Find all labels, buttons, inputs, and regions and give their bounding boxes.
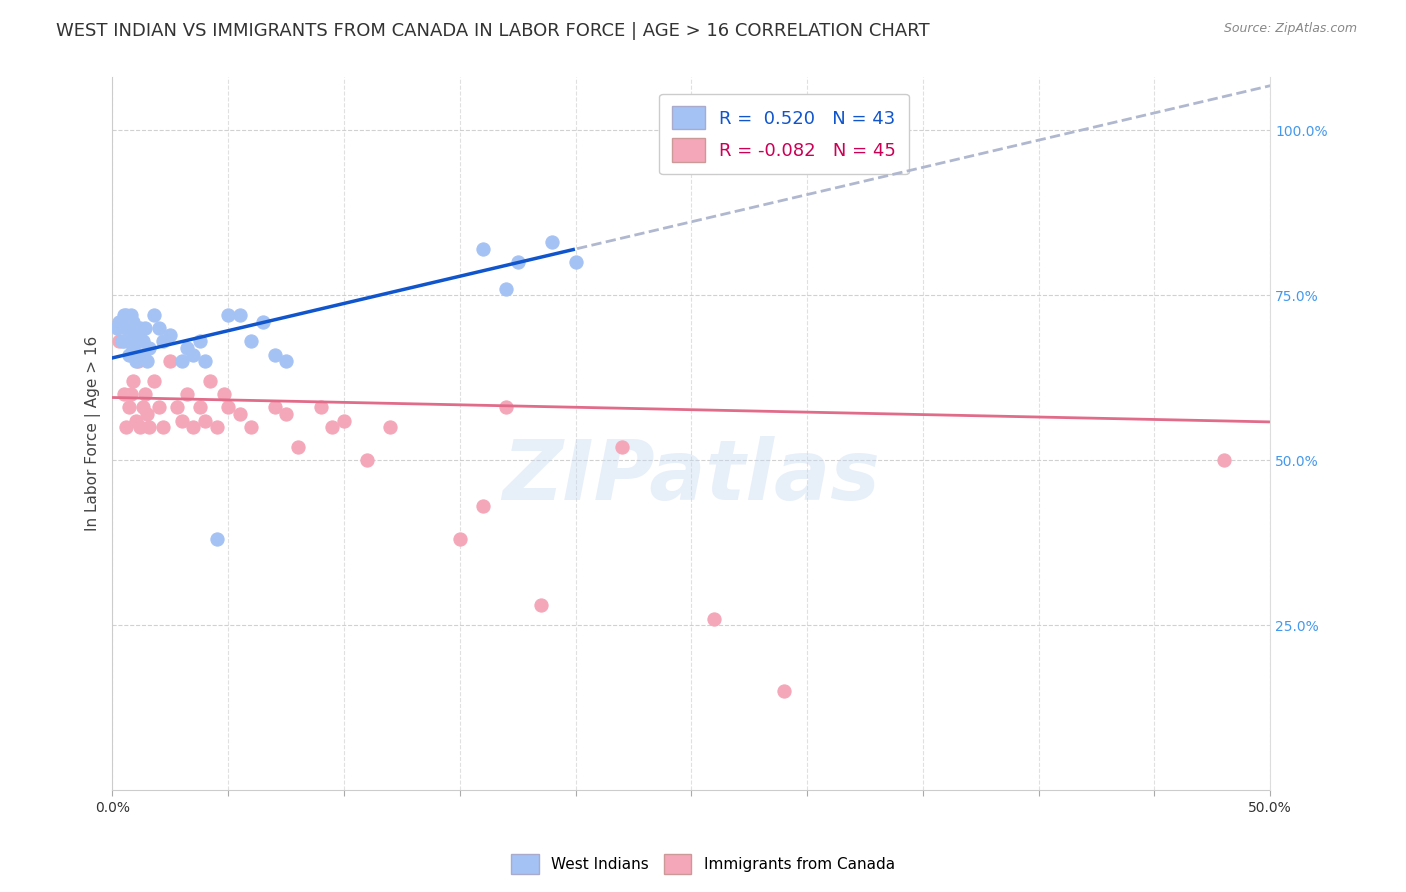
Point <box>449 533 471 547</box>
Y-axis label: In Labor Force | Age > 16: In Labor Force | Age > 16 <box>86 336 101 532</box>
Point <box>170 354 193 368</box>
Point <box>138 341 160 355</box>
Point <box>194 354 217 368</box>
Point <box>131 401 153 415</box>
Point <box>183 348 205 362</box>
Point <box>166 401 188 415</box>
Legend: West Indians, Immigrants from Canada: West Indians, Immigrants from Canada <box>505 848 901 880</box>
Point <box>495 282 517 296</box>
Point <box>176 341 198 355</box>
Point <box>112 387 135 401</box>
Point <box>122 315 145 329</box>
Text: WEST INDIAN VS IMMIGRANTS FROM CANADA IN LABOR FORCE | AGE > 16 CORRELATION CHAR: WEST INDIAN VS IMMIGRANTS FROM CANADA IN… <box>56 22 929 40</box>
Point <box>111 334 134 349</box>
Point <box>120 308 142 322</box>
Point <box>136 407 159 421</box>
Point <box>229 407 252 421</box>
Point <box>170 414 193 428</box>
Point <box>124 414 146 428</box>
Point <box>108 334 131 349</box>
Point <box>117 348 139 362</box>
Point <box>176 387 198 401</box>
Point <box>159 354 181 368</box>
Point <box>198 374 221 388</box>
Point <box>159 327 181 342</box>
Point <box>333 414 356 428</box>
Point <box>321 420 343 434</box>
Point <box>309 401 332 415</box>
Point <box>122 374 145 388</box>
Point <box>152 334 174 349</box>
Point <box>229 308 252 322</box>
Legend: R =  0.520   N = 43, R = -0.082   N = 45: R = 0.520 N = 43, R = -0.082 N = 45 <box>659 94 908 174</box>
Point <box>263 348 285 362</box>
Point <box>190 334 212 349</box>
Point <box>530 599 553 613</box>
Point <box>240 420 263 434</box>
Point <box>217 401 239 415</box>
Point <box>122 341 145 355</box>
Point <box>108 315 131 329</box>
Point <box>274 407 297 421</box>
Point <box>610 440 633 454</box>
Point <box>134 387 156 401</box>
Point <box>495 401 517 415</box>
Point <box>356 453 378 467</box>
Point <box>194 414 217 428</box>
Point <box>112 334 135 349</box>
Point <box>274 354 297 368</box>
Point <box>117 321 139 335</box>
Point <box>120 334 142 349</box>
Point <box>564 255 586 269</box>
Point <box>263 401 285 415</box>
Point <box>143 308 166 322</box>
Point <box>703 611 725 625</box>
Point <box>541 235 564 250</box>
Text: Source: ZipAtlas.com: Source: ZipAtlas.com <box>1223 22 1357 36</box>
Point <box>205 533 228 547</box>
Point <box>471 500 494 514</box>
Point <box>143 374 166 388</box>
Point <box>129 348 152 362</box>
Point <box>240 334 263 349</box>
Point <box>127 327 149 342</box>
Point <box>148 321 170 335</box>
Point <box>1213 453 1236 467</box>
Point <box>380 420 402 434</box>
Point <box>471 242 494 256</box>
Point <box>115 308 138 322</box>
Point <box>252 315 274 329</box>
Point <box>120 387 142 401</box>
Point <box>138 420 160 434</box>
Point <box>131 334 153 349</box>
Text: ZIPatlas: ZIPatlas <box>502 436 880 517</box>
Point <box>152 420 174 434</box>
Point <box>506 255 529 269</box>
Point <box>287 440 309 454</box>
Point <box>124 334 146 349</box>
Point <box>773 684 796 698</box>
Point <box>117 401 139 415</box>
Point <box>205 420 228 434</box>
Point <box>124 354 146 368</box>
Point <box>217 308 239 322</box>
Point <box>115 420 138 434</box>
Point <box>129 420 152 434</box>
Point <box>105 321 128 335</box>
Point <box>148 401 170 415</box>
Point <box>115 321 138 335</box>
Point <box>183 420 205 434</box>
Point <box>129 321 152 335</box>
Point <box>127 354 149 368</box>
Point <box>112 308 135 322</box>
Point <box>136 354 159 368</box>
Point <box>212 387 235 401</box>
Point <box>190 401 212 415</box>
Point <box>134 321 156 335</box>
